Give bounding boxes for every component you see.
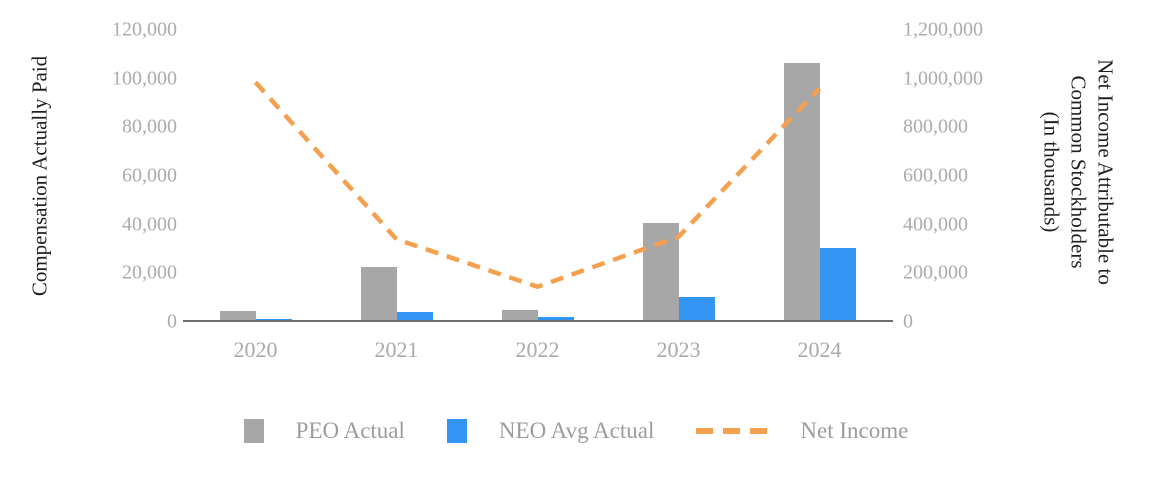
right-axis-title-line: (In thousands) — [1039, 111, 1064, 233]
right-axis-tick-label: 0 — [903, 310, 913, 333]
neo-avg-actual-bar — [819, 248, 856, 321]
peo-actual-bar — [360, 267, 397, 321]
right-axis-tick-label: 1,200,000 — [903, 18, 983, 41]
x-axis-line — [183, 320, 893, 322]
peo-actual-bar — [642, 223, 679, 321]
x-axis-label: 2021 — [374, 337, 419, 362]
left-axis-tick-label: 20,000 — [122, 261, 177, 284]
neo-avg-actual-legend-swatch — [446, 419, 467, 443]
x-axis-label: 2020 — [233, 337, 278, 362]
neo-avg-actual-bar — [678, 297, 715, 321]
left-axis-tick-label: 80,000 — [122, 115, 177, 138]
left-axis-tick-label: 60,000 — [122, 164, 177, 187]
peo-actual-bar — [783, 63, 820, 321]
right-axis-title-line: Common Stockholders — [1066, 75, 1091, 269]
neo-avg-actual-bar — [396, 312, 433, 321]
right-axis-tick-label: 600,000 — [903, 164, 968, 187]
left-axis-tick-label: 100,000 — [112, 67, 177, 90]
legend-label: PEO Actual — [295, 418, 405, 443]
right-axis-tick-label: 1,000,000 — [903, 67, 983, 90]
peo-actual-bar — [501, 310, 538, 321]
legend-item: NEO Avg Actual — [446, 418, 655, 444]
legend-label: NEO Avg Actual — [498, 418, 655, 443]
peo-actual-legend-swatch — [243, 419, 264, 443]
left-axis-tick-label: 0 — [167, 310, 177, 333]
peo-actual-bar — [219, 311, 256, 321]
neo-avg-actual-bar — [537, 317, 574, 321]
right-axis-tick-label: 800,000 — [903, 115, 968, 138]
x-axis-label: 2022 — [515, 337, 560, 362]
legend-item: PEO Actual — [243, 418, 405, 444]
right-axis-tick-label: 200,000 — [903, 261, 968, 284]
chart-legend: PEO Actual NEO Avg Actual Net Income — [0, 408, 1152, 454]
net-income-legend-dash — [696, 428, 769, 434]
right-axis-tick-label: 400,000 — [903, 213, 968, 236]
left-axis-tick-label: 120,000 — [112, 18, 177, 41]
net-income-line — [253, 80, 822, 290]
x-axis-label: 2024 — [797, 337, 842, 362]
legend-label: Net Income — [800, 418, 909, 443]
right-axis-title: Net Income Attributable to Common Stockho… — [1038, 59, 1119, 285]
right-axis-title-line: Net Income Attributable to — [1093, 59, 1118, 285]
legend-item: Net Income — [696, 418, 908, 444]
x-axis-label: 2023 — [656, 337, 701, 362]
left-axis-title: Compensation Actually Paid — [27, 55, 52, 297]
left-axis-tick-label: 40,000 — [122, 213, 177, 236]
